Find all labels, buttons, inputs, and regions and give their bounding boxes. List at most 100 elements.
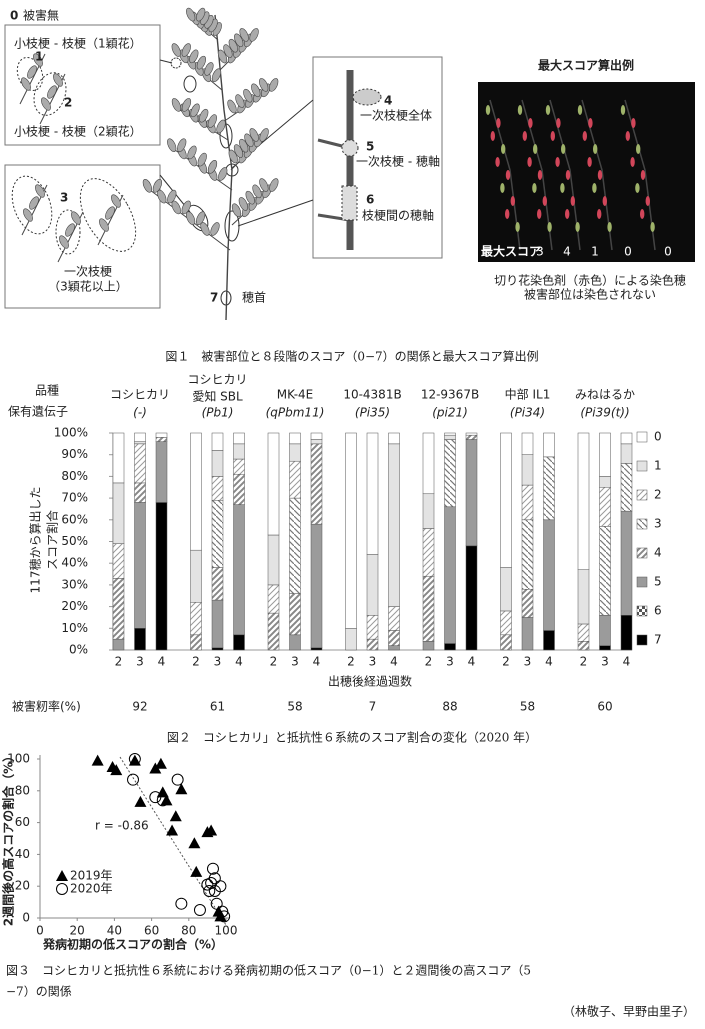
spikelet <box>259 78 269 92</box>
circle-point <box>216 905 229 918</box>
spikelet <box>171 98 182 112</box>
bar-segment <box>444 506 456 644</box>
bar-segment <box>599 487 611 527</box>
x-tick-label: 3 <box>446 655 454 669</box>
bar-segment <box>289 634 301 651</box>
bar-segment <box>134 441 146 445</box>
spikelet <box>189 49 199 64</box>
damage-rate: 92 <box>132 700 147 714</box>
grain <box>636 144 641 154</box>
grain <box>556 118 561 128</box>
bar-segment <box>211 432 224 451</box>
bar-segment <box>211 500 224 568</box>
spikelet <box>195 211 206 226</box>
triangle-point <box>188 837 201 849</box>
x-tick-label: 20 <box>70 924 85 938</box>
spikelet <box>23 208 33 222</box>
x-tick-label: 40 <box>107 924 122 938</box>
grain <box>495 157 500 167</box>
spikelet <box>210 222 220 236</box>
bar-segment <box>310 647 323 651</box>
x-tick-label: 4 <box>623 655 631 669</box>
variety: 愛知 SBL <box>192 390 243 404</box>
bar-segment <box>155 437 168 442</box>
spikelet <box>239 28 249 42</box>
legend-swatch <box>636 547 648 559</box>
grain <box>542 196 547 206</box>
spikelet <box>196 55 207 70</box>
spikelet <box>27 65 37 79</box>
label: 7 <box>210 291 218 305</box>
spikelet <box>199 108 209 123</box>
bar-segment <box>289 593 301 636</box>
spikelet <box>190 103 200 118</box>
grain <box>505 209 510 219</box>
bar-segment <box>289 443 301 462</box>
spikelet <box>204 62 214 76</box>
bar-segment <box>620 615 633 651</box>
y-tick-label: 50% <box>61 534 88 548</box>
bar-segment <box>599 432 611 477</box>
triangle-point <box>160 794 173 806</box>
label: 0 <box>624 245 632 259</box>
spikelet <box>152 178 163 193</box>
legend-label: 5 <box>654 575 662 589</box>
annotation: r = -0.86 <box>95 819 149 833</box>
spikelet <box>111 194 121 208</box>
bar-segment <box>521 484 534 521</box>
label: 一次枝梗 <box>64 264 112 279</box>
trend-line <box>119 756 227 926</box>
grain <box>515 222 520 232</box>
spikelet <box>41 97 51 111</box>
spikelet <box>167 189 177 204</box>
grain <box>565 170 571 180</box>
x-axis-label: 発病初期の低スコアの割合（%） <box>42 937 223 952</box>
grain <box>537 170 543 180</box>
legend-label: 1 <box>654 459 662 473</box>
bar-segment <box>577 641 590 651</box>
bar-segment <box>444 439 456 508</box>
label: 切り花染色剤（赤色）による染色穂 <box>494 273 686 288</box>
label: 被害籾率(%) <box>12 699 81 714</box>
y-tick-label: 0% <box>69 643 88 657</box>
bar-segment <box>444 434 456 440</box>
bar-segment <box>155 441 168 503</box>
label: 2 <box>64 96 72 110</box>
triangle-point <box>169 810 182 822</box>
bar-segment <box>289 432 301 445</box>
bar-segment <box>211 476 224 501</box>
triangle-point <box>205 824 218 836</box>
bar-segment <box>233 473 245 505</box>
bar-segment <box>310 443 323 525</box>
bar-segment <box>155 502 168 651</box>
spikelet <box>252 184 262 199</box>
bar-segment <box>366 615 379 640</box>
spikelet <box>223 44 233 58</box>
label: 穂首 <box>242 291 266 305</box>
triangle-point <box>134 795 147 807</box>
grain <box>592 183 597 193</box>
circle-point <box>175 897 188 910</box>
gene: (Pb1) <box>202 406 234 420</box>
caption: 図１ 被害部位と８段階のスコア（0−7）の関係と最大スコア算出例 <box>165 349 538 364</box>
grain <box>575 222 580 232</box>
grain <box>597 170 603 180</box>
x-tick-label: 3 <box>601 655 609 669</box>
grain <box>645 196 650 206</box>
grain <box>630 157 635 167</box>
bar-segment <box>500 634 512 651</box>
legend-label: 2020年 <box>70 882 113 896</box>
bar-segment <box>112 543 125 579</box>
bar-segment <box>233 504 245 636</box>
figure1-art <box>4 24 695 309</box>
x-tick-label: 4 <box>313 655 321 669</box>
x-axis-label: 出穂後経過週数 <box>328 674 412 689</box>
bar-segment <box>134 628 146 651</box>
spikelet <box>59 235 69 249</box>
circle-point <box>128 753 141 765</box>
circle-point <box>210 897 223 910</box>
spikelet <box>238 197 248 211</box>
bar-segment <box>190 432 202 551</box>
x-tick-label: 4 <box>390 655 398 669</box>
